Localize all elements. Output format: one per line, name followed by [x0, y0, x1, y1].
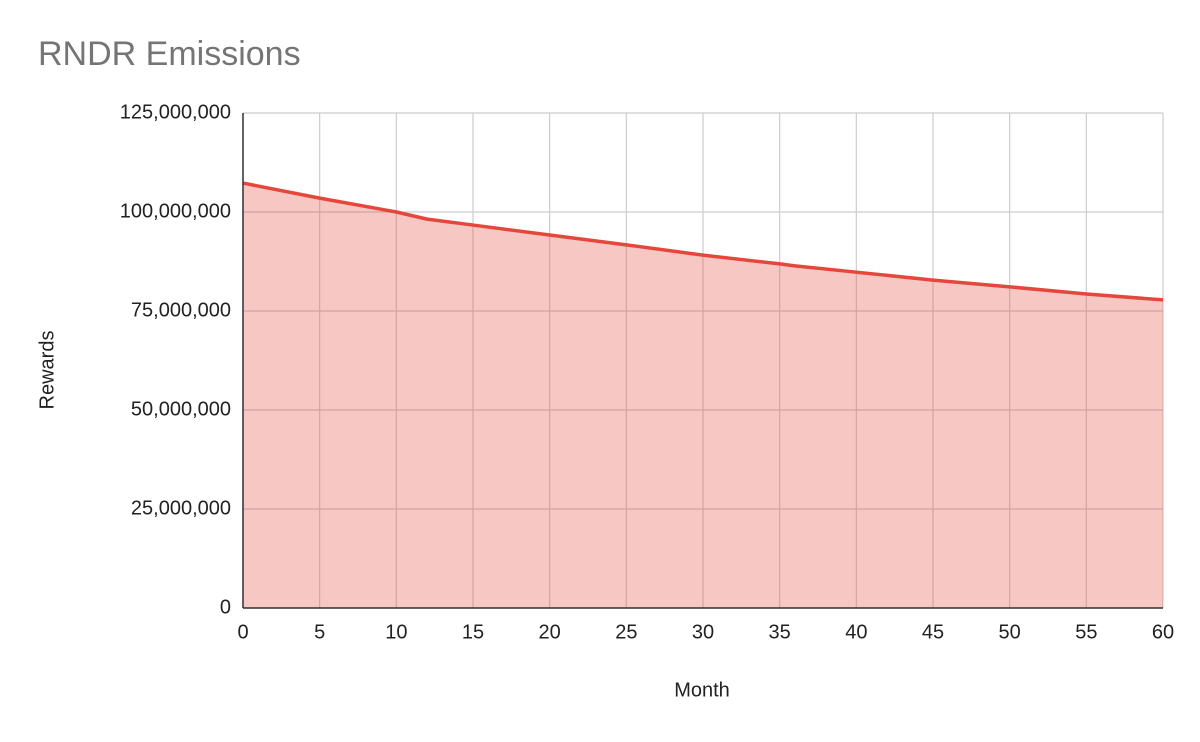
x-tick-label: 20	[539, 621, 561, 643]
y-tick-label: 25,000,000	[131, 497, 231, 519]
line	[242, 181, 1164, 302]
x-tick-label: 50	[999, 621, 1021, 643]
x-tick-label: 35	[769, 621, 791, 643]
x-tick-label: 45	[922, 621, 944, 643]
x-tick-label: 25	[615, 621, 637, 643]
y-tick-label: 75,000,000	[131, 299, 231, 321]
chart-title: RNDR Emissions	[38, 35, 301, 73]
x-tick-label: 15	[462, 621, 484, 643]
x-tick-label: 40	[845, 621, 867, 643]
y-tick-label: 125,000,000	[120, 101, 231, 123]
x-tick-label: 0	[237, 621, 248, 643]
x-tick-label: 5	[314, 621, 325, 643]
area	[243, 183, 1163, 609]
y-tick-label: 0	[220, 596, 231, 618]
x-tick-label: 60	[1152, 621, 1174, 643]
y-tick-label: 50,000,000	[131, 398, 231, 420]
x-tick-label: 10	[385, 621, 407, 643]
x-tick-label: 55	[1075, 621, 1097, 643]
y-axis-label: Rewards	[36, 331, 58, 410]
x-axis-label: Month	[674, 679, 730, 701]
y-tick-label: 100,000,000	[120, 200, 231, 222]
x-tick-label: 30	[692, 621, 714, 643]
